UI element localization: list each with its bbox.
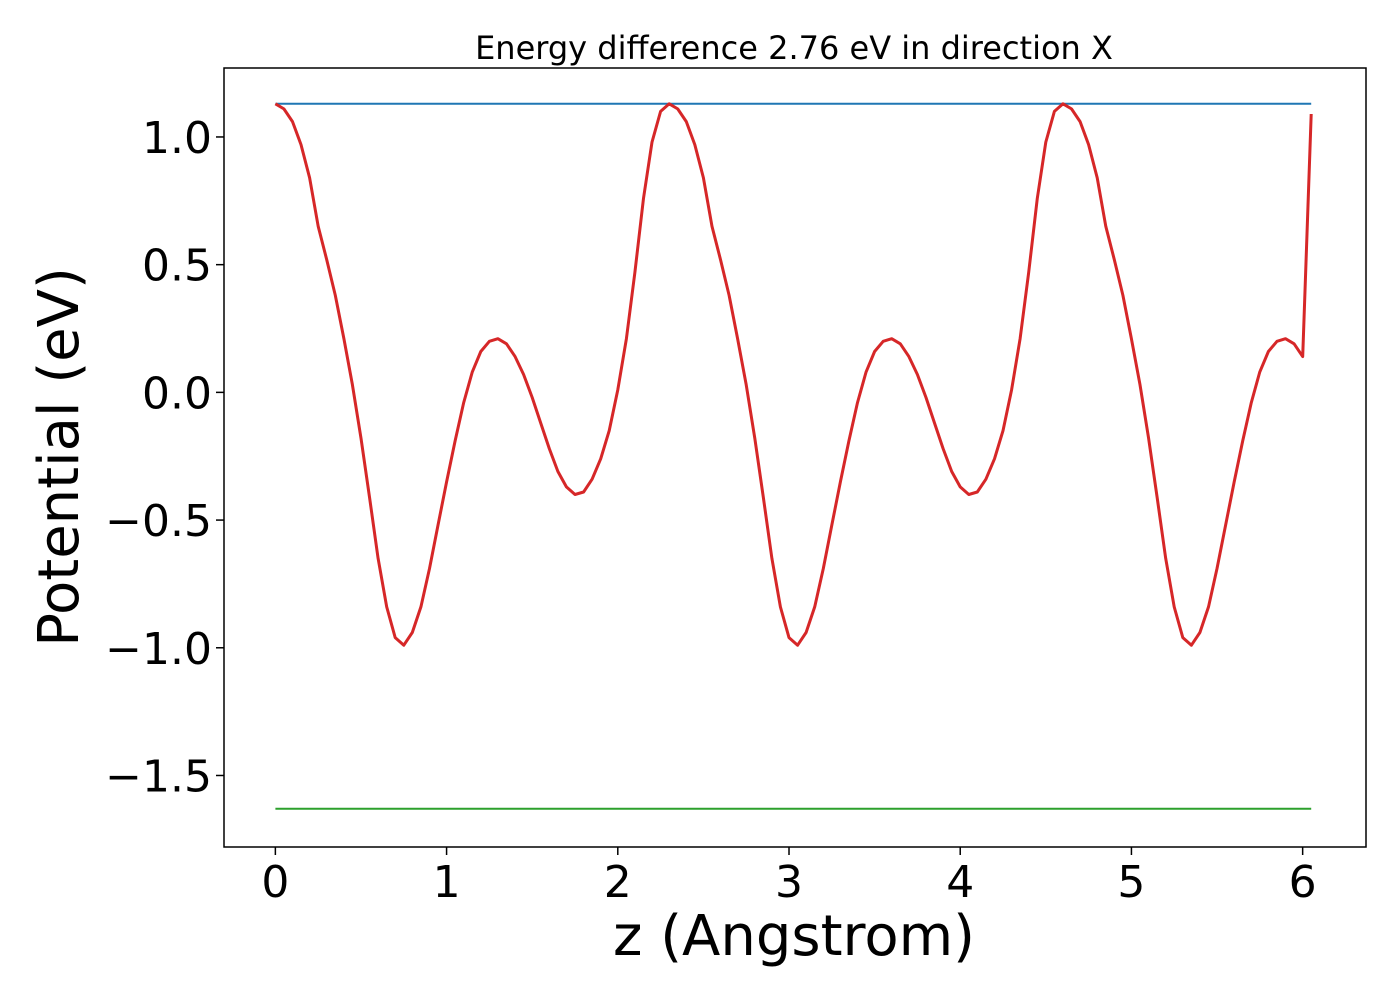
x-tick-label: 3 (775, 857, 803, 908)
y-tick-label: 1.0 (142, 113, 212, 164)
chart-title: Energy difference 2.76 eV in direction X (475, 29, 1113, 67)
x-tick-label: 4 (946, 857, 974, 908)
plot-frame (223, 67, 1367, 848)
plot-area (223, 67, 1367, 848)
potential-curve (274, 102, 1313, 647)
x-axis-label: z (Angstrom) (613, 904, 975, 969)
y-tick-label: 0.5 (142, 241, 212, 292)
x-tick-label: 2 (604, 857, 632, 908)
y-tick-label: −1.0 (105, 624, 212, 675)
x-tick-label: 6 (1289, 857, 1317, 908)
x-tick-label: 5 (1117, 857, 1145, 908)
y-axis-label: Potential (eV) (27, 267, 92, 647)
x-axis: 0 1 2 3 4 5 6 (261, 847, 1317, 908)
x-tick-label: 0 (261, 857, 289, 908)
y-axis: 1.0 0.5 0.0 −0.5 −1.0 −1.5 (105, 113, 224, 802)
x-tick-label: 1 (433, 857, 461, 908)
series-layer (274, 102, 1313, 810)
y-tick-label: −0.5 (105, 496, 212, 547)
y-tick-label: −1.5 (105, 751, 212, 802)
y-tick-label: 0.0 (142, 368, 212, 419)
